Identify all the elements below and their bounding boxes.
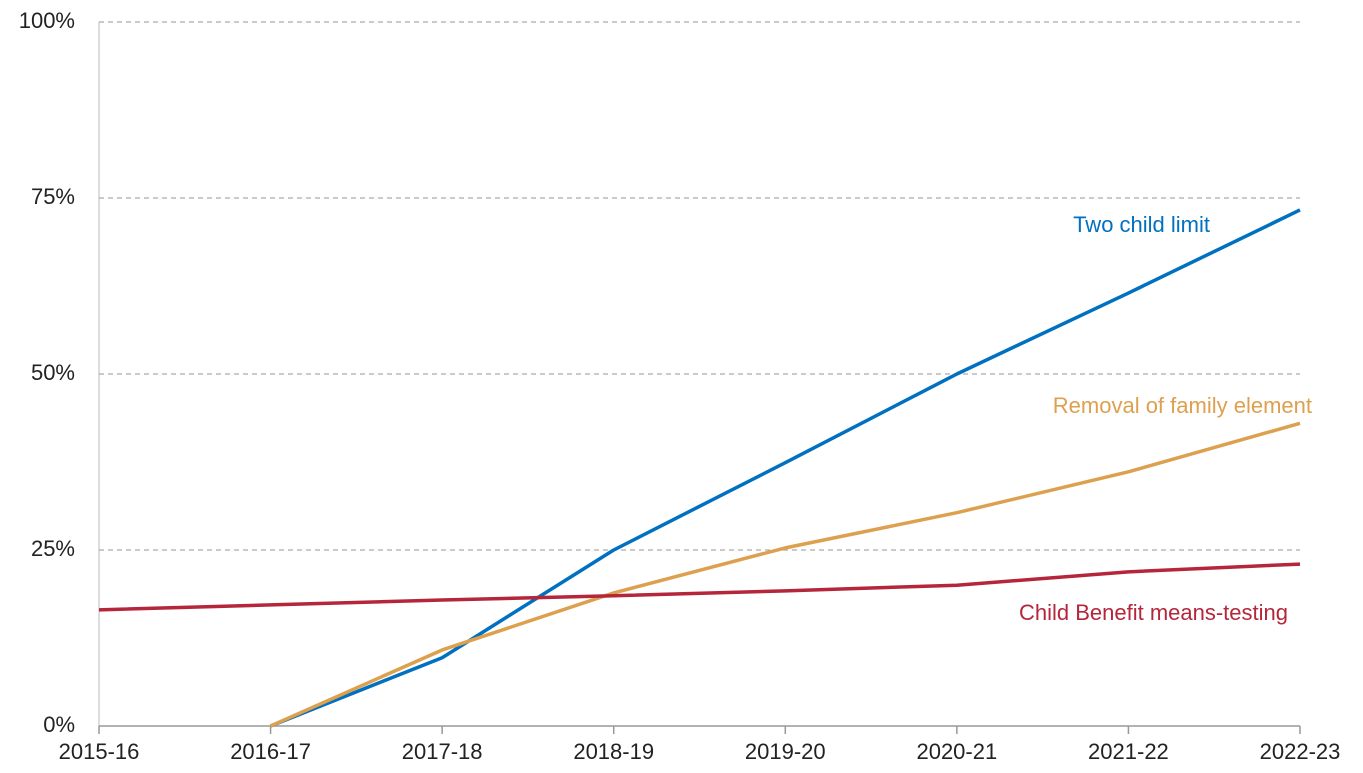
y-tick-label: 25%: [31, 536, 75, 561]
line-series: [269, 208, 1301, 728]
y-tick-label: 50%: [31, 360, 75, 385]
x-tick-label: 2021-22: [1088, 739, 1169, 764]
x-tick-label: 2020-21: [916, 739, 997, 764]
x-tick-label: 2016-17: [230, 739, 311, 764]
x-tick-label: 2022-23: [1260, 739, 1341, 764]
series-label: Two child limit: [1073, 212, 1210, 237]
x-tick-label: 2017-18: [402, 739, 483, 764]
line-series: [98, 562, 1301, 612]
series-label: Child Benefit means-testing: [1019, 600, 1288, 625]
x-tick-label: 2015-16: [59, 739, 140, 764]
y-tick-label: 100%: [19, 8, 75, 33]
line-series: [269, 421, 1301, 728]
x-tick-label: 2018-19: [573, 739, 654, 764]
x-tick-label: 2019-20: [745, 739, 826, 764]
y-tick-label: 0%: [43, 712, 75, 737]
series-label: Removal of family element: [1053, 393, 1312, 418]
y-tick-label: 75%: [31, 184, 75, 209]
